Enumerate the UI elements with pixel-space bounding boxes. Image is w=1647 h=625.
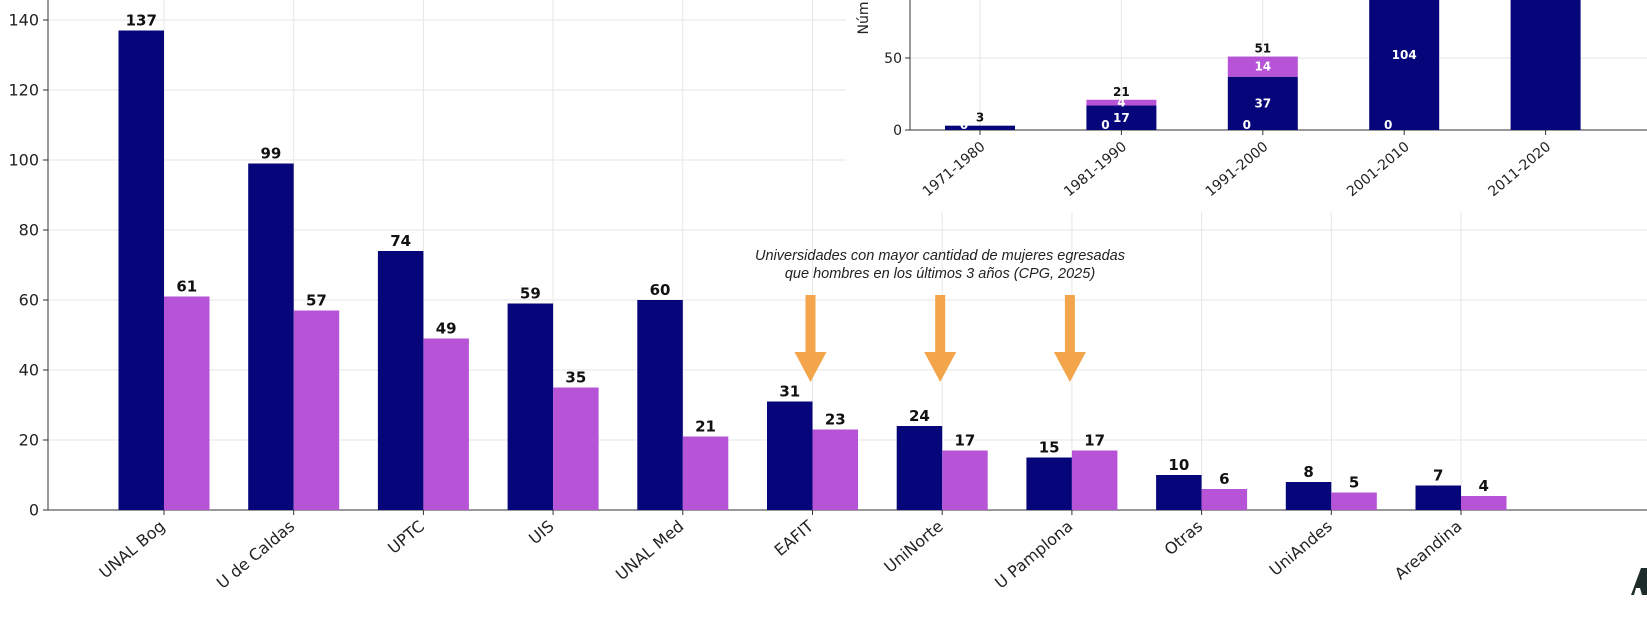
x-tick-label-uis: UIS xyxy=(525,517,558,549)
cropped-logo-icon xyxy=(1631,568,1647,595)
data-label-unal-med-series-1: 60 xyxy=(650,281,671,299)
bar-unal-bog-series-2 xyxy=(164,296,210,510)
data-label-areandina-series-1: 7 xyxy=(1433,467,1443,485)
data-label-unal-bog-series-2: 61 xyxy=(176,278,197,296)
bar-u-de-caldas-series-1 xyxy=(248,163,294,510)
x-tick-label-uninorte: UniNorte xyxy=(880,517,946,577)
inset-base-label-1971-1980: 0 xyxy=(960,118,968,132)
x-tick-label-uptc: UPTC xyxy=(384,517,428,558)
data-label-otras-series-2: 6 xyxy=(1219,470,1229,488)
inset-bar-1981-1990-series-1 xyxy=(1086,105,1157,130)
annotation: Universidades con mayor cantidad de muje… xyxy=(755,248,1125,382)
bar-otras-series-2 xyxy=(1201,489,1248,510)
inset-base-label-2001-2010: 0 xyxy=(1384,118,1392,132)
inset-bar-1971-1980-series-1 xyxy=(945,125,1015,130)
data-label-eafit-series-1: 31 xyxy=(779,383,800,401)
x-tick-label-unal-bog: UNAL Bog xyxy=(95,517,168,583)
bar-uptc-series-1 xyxy=(377,251,424,510)
inset-y-tick-label: 0 xyxy=(893,123,902,139)
data-label-uis-series-2: 35 xyxy=(565,369,586,387)
arrow-icon-uninorte xyxy=(924,295,957,382)
inset-base-label-1981-1990: 0 xyxy=(1101,118,1109,132)
y-tick-label: 40 xyxy=(19,361,39,380)
bar-u-pamplona-series-1 xyxy=(1026,457,1072,510)
inset-bar-1981-1990-series-2 xyxy=(1086,99,1157,106)
x-tick-label-areandina: Areandina xyxy=(1391,517,1466,584)
inset-data-label-1991-2000-series-2: 14 xyxy=(1254,60,1271,74)
y-tick-label: 60 xyxy=(19,291,39,310)
y-tick-label: 120 xyxy=(8,81,39,100)
bar-uniandes-series-1 xyxy=(1285,482,1332,510)
data-label-uptc-series-2: 49 xyxy=(436,320,457,338)
inset-bar-2011-2020-series-1 xyxy=(1510,0,1581,130)
y-tick-label: 80 xyxy=(19,221,39,240)
bar-otras-series-1 xyxy=(1156,475,1202,510)
data-label-uptc-series-1: 74 xyxy=(390,232,411,250)
inset-bar-2001-2010-series-1 xyxy=(1369,0,1440,130)
x-tick-label-eafit: EAFIT xyxy=(771,516,818,559)
inset-data-label-1981-1990-series-1: 17 xyxy=(1113,111,1130,125)
bar-u-de-caldas-series-2 xyxy=(293,310,340,510)
data-label-uniandes-series-2: 5 xyxy=(1349,474,1359,492)
inset-total-label-1971-1980: 3 xyxy=(976,111,984,125)
data-label-uninorte-series-2: 17 xyxy=(955,432,976,450)
data-label-u-de-caldas-series-2: 57 xyxy=(306,292,327,310)
main-chart-bars xyxy=(118,30,1507,510)
bar-eafit-series-2 xyxy=(812,429,858,510)
inset-bar-1991-2000-series-1 xyxy=(1227,76,1298,130)
arrow-icon-eafit xyxy=(794,295,827,382)
arrow-icon-u-pamplona xyxy=(1053,295,1086,382)
bar-unal-med-series-2 xyxy=(682,436,729,510)
data-label-unal-med-series-2: 21 xyxy=(695,418,716,436)
x-tick-label-u-de-caldas: U de Caldas xyxy=(213,517,298,593)
bar-uninorte-series-2 xyxy=(942,450,988,510)
data-label-u-pamplona-series-2: 17 xyxy=(1084,432,1105,450)
x-tick-label-u-pamplona: U Pamplona xyxy=(991,517,1076,593)
data-label-uniandes-series-1: 8 xyxy=(1303,463,1313,481)
bar-uninorte-series-1 xyxy=(896,426,943,510)
annotation-line-1: Universidades con mayor cantidad de muje… xyxy=(755,248,1125,264)
data-label-otras-series-1: 10 xyxy=(1168,456,1189,474)
data-label-eafit-series-2: 23 xyxy=(825,411,846,429)
bar-u-pamplona-series-2 xyxy=(1071,450,1118,510)
data-label-uninorte-series-1: 24 xyxy=(909,407,930,425)
data-label-uis-series-1: 59 xyxy=(520,285,541,303)
x-tick-label-uniandes: UniAndes xyxy=(1266,517,1336,580)
inset-data-label-2001-2010-series-1: 104 xyxy=(1392,48,1417,62)
inset-chart: 050Núm301971-19801742101981-199037145101… xyxy=(846,0,1647,595)
data-label-unal-bog-series-1: 137 xyxy=(126,12,157,30)
y-tick-label: 100 xyxy=(8,151,39,170)
bar-unal-med-series-1 xyxy=(637,300,683,510)
inset-total-label-1981-1990: 21 xyxy=(1113,85,1130,99)
y-tick-label: 0 xyxy=(29,501,39,520)
x-tick-label-otras: Otras xyxy=(1161,517,1207,560)
bar-eafit-series-1 xyxy=(767,401,813,510)
bar-uis-series-1 xyxy=(507,303,554,510)
bar-areandina-series-2 xyxy=(1461,496,1507,510)
data-label-u-de-caldas-series-1: 99 xyxy=(261,145,282,163)
bar-uniandes-series-2 xyxy=(1331,492,1377,510)
bar-unal-bog-series-1 xyxy=(118,30,164,510)
y-tick-label: 20 xyxy=(19,431,39,450)
inset-data-label-1981-1990-series-2: 4 xyxy=(1117,96,1125,110)
inset-y-tick-label: 50 xyxy=(884,51,902,67)
bar-uis-series-2 xyxy=(553,387,599,510)
y-tick-label: 140 xyxy=(8,11,39,30)
data-label-areandina-series-2: 4 xyxy=(1479,477,1489,495)
inset-data-label-1991-2000-series-1: 37 xyxy=(1254,96,1271,110)
inset-bar-1991-2000-series-2 xyxy=(1227,56,1298,77)
x-tick-label-unal-med: UNAL Med xyxy=(612,517,687,585)
inset-y-axis-label: Núm xyxy=(856,2,872,35)
inset-total-label-1991-2000: 51 xyxy=(1254,42,1271,56)
annotation-line-2: que hombres en los últimos 3 años (CPG, … xyxy=(785,266,1095,282)
data-label-u-pamplona-series-1: 15 xyxy=(1039,439,1060,457)
inset-base-label-1991-2000: 0 xyxy=(1243,118,1251,132)
bar-uptc-series-2 xyxy=(423,338,469,510)
bar-areandina-series-1 xyxy=(1415,485,1461,510)
